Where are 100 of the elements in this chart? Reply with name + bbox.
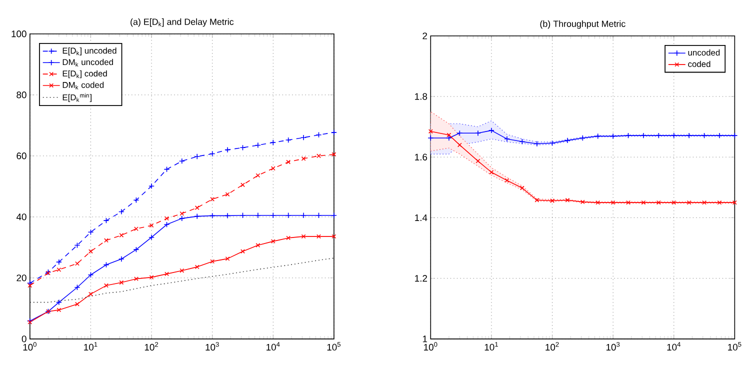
point [103, 218, 110, 224]
legend-label: DM$_{k}$ uncoded [62, 58, 113, 67]
point [270, 166, 276, 171]
legend-label: E[D$_{k}$] uncoded [62, 48, 116, 56]
y-tick-label: 1.4 [415, 214, 428, 222]
point [285, 212, 292, 218]
x-tick-label: 10$^{1}$ [484, 342, 498, 351]
point [209, 150, 216, 157]
point [240, 144, 246, 151]
point [149, 275, 154, 280]
point [534, 140, 540, 147]
point [256, 243, 260, 248]
x-tick-label: 10$^{2}$ [546, 342, 559, 351]
point [164, 166, 170, 172]
x-tick-label: 10$^{5}$ [728, 342, 742, 351]
point [332, 152, 336, 157]
point [656, 132, 662, 139]
point [656, 200, 661, 205]
point [702, 200, 707, 205]
point [641, 200, 646, 205]
point [596, 200, 600, 205]
point [550, 198, 554, 204]
y-tick-label: 80 [16, 92, 26, 98]
point [286, 160, 291, 164]
point [330, 130, 337, 136]
point [594, 133, 601, 140]
point [88, 272, 94, 278]
point [104, 238, 108, 243]
point [519, 138, 526, 145]
point [194, 264, 200, 270]
point [56, 268, 62, 272]
point [626, 200, 630, 205]
point [285, 137, 292, 144]
point [180, 211, 184, 216]
y-tick-label: 2 [422, 32, 428, 40]
point [301, 234, 306, 239]
point [580, 135, 586, 142]
point [316, 234, 321, 239]
point [133, 197, 140, 204]
y-tick-label: 1.2 [415, 275, 428, 282]
point [88, 249, 93, 254]
point [534, 198, 540, 202]
point [148, 183, 155, 190]
point [28, 283, 32, 288]
point [224, 212, 231, 219]
y-tick-label: 1.6 [415, 154, 428, 161]
y-tick-label: 40 [16, 214, 26, 220]
point [118, 256, 124, 262]
x-tick-label: 10$^{1}$ [84, 342, 98, 351]
chart-title: (a) E[D$_{k}$] and Delay Metric [130, 18, 234, 27]
point [194, 154, 200, 160]
point [489, 170, 494, 175]
point [270, 239, 276, 244]
legend-label: uncoded [688, 49, 720, 56]
point [104, 283, 108, 288]
point [164, 222, 170, 228]
x-tick-label: 10$^{4}$ [667, 342, 681, 351]
y-tick-label: 0 [22, 336, 26, 342]
point [549, 140, 556, 146]
point [256, 173, 260, 178]
point [225, 256, 230, 262]
point [625, 132, 632, 139]
point [701, 132, 708, 139]
legend-label: E[D$_{k}$$^{min}$] [62, 93, 92, 102]
point [504, 178, 510, 183]
point [209, 212, 216, 219]
point [56, 308, 62, 312]
point [254, 142, 261, 148]
point [164, 216, 169, 221]
legend-label: DM$_{k}$ coded [62, 82, 104, 90]
point [565, 198, 570, 202]
point [134, 226, 138, 232]
point [456, 130, 463, 136]
point [119, 280, 124, 285]
point [504, 136, 510, 142]
point [670, 132, 677, 139]
point [672, 200, 676, 205]
point [194, 206, 200, 210]
point [225, 192, 230, 197]
y-tick-label: 100 [12, 30, 26, 38]
point [133, 246, 140, 253]
y-tick-label: 20 [16, 274, 26, 282]
point [270, 140, 276, 146]
point [286, 236, 291, 240]
point [180, 268, 184, 273]
point [717, 200, 722, 205]
point [240, 249, 245, 254]
point [610, 200, 616, 205]
point [178, 158, 185, 164]
legend-label: E[D$_{k}$] coded [62, 70, 107, 78]
point [316, 132, 322, 138]
y-tick-label: 1 [422, 336, 428, 342]
legend-label: coded [688, 60, 710, 68]
point [240, 212, 246, 218]
point [88, 292, 93, 296]
point [164, 272, 169, 276]
point [134, 276, 138, 282]
point [270, 212, 276, 218]
chart-title: (b) Throughput Metric [540, 20, 626, 29]
point [149, 223, 154, 228]
